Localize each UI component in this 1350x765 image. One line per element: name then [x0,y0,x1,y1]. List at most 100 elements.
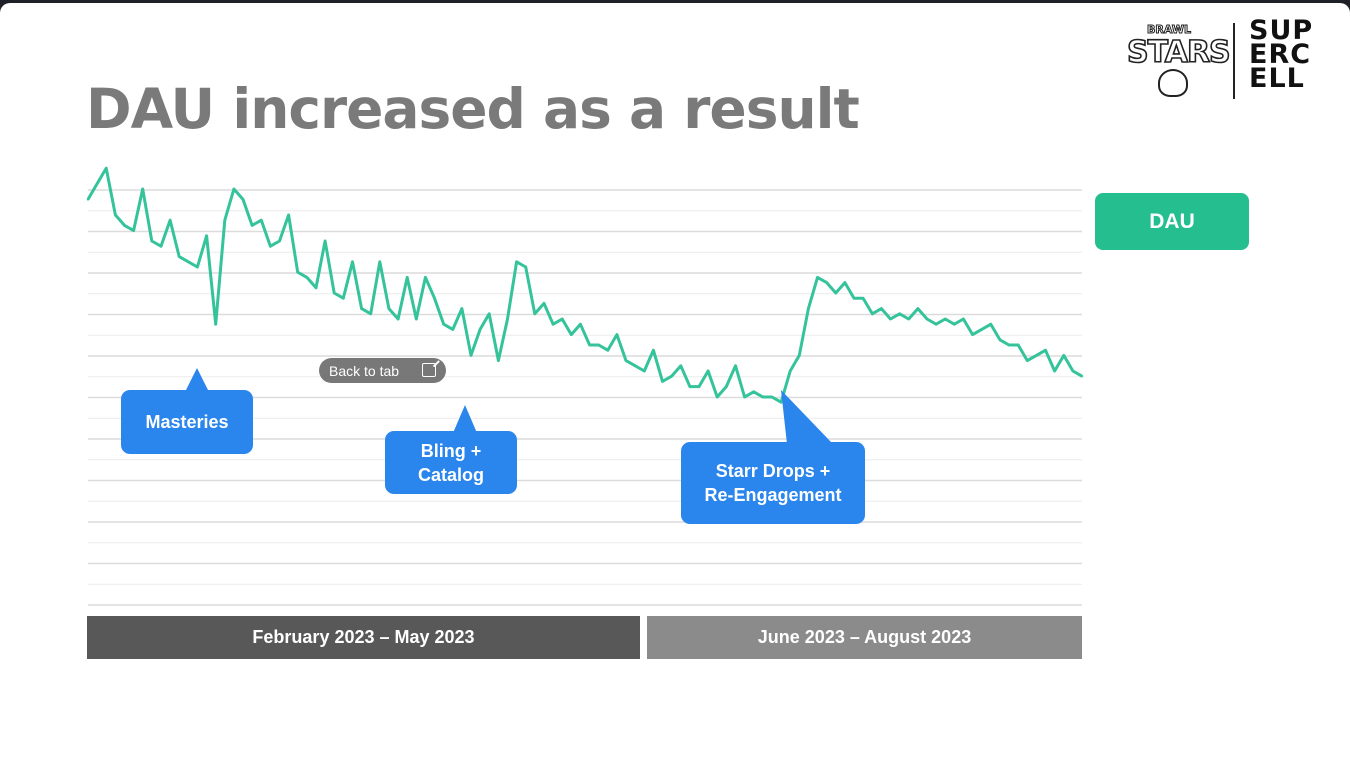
dau-point [351,260,354,263]
dau-point [451,328,454,331]
dau-point [579,323,582,326]
dau-point [816,276,819,279]
skull-icon [1158,69,1188,97]
dau-point [871,312,874,315]
dau-point [1071,369,1075,373]
supercell-logo: SUP ERC ELL [1249,17,1345,94]
logo-divider [1233,23,1235,99]
dau-point [141,187,144,191]
dau-point [287,213,290,217]
dau-point [752,390,755,393]
dau-point [807,307,810,310]
dau-point [606,349,609,352]
dau-point [834,291,837,295]
dau-point [387,307,391,310]
dau-point [1035,354,1038,357]
brawl-stars-logo-top: BRAWL [1146,23,1192,37]
legend-dau: DAU [1095,193,1249,250]
dau-point [770,395,774,399]
external-link-icon [422,363,436,377]
supercell-logo-line: ERC [1249,39,1312,70]
dau-point [944,317,947,321]
dau-point [880,307,883,310]
dau-point [661,380,664,383]
callout-starr-drops: Starr Drops + Re-Engagement [681,390,865,524]
dau-point [688,385,692,388]
supercell-logo-line: ELL [1249,63,1305,94]
callout-label: Masteries [145,412,229,432]
dau-point [980,328,983,331]
period-label-feb-may: February 2023 – May 2023 [87,616,640,659]
dau-point [716,395,719,399]
dau-point [278,239,281,243]
dau-point [269,245,272,248]
dau-point [105,167,108,170]
dau-point [342,297,345,300]
dau-point [187,260,190,263]
dau-point [95,182,99,185]
dau-point [405,276,409,279]
dau-point [633,364,637,367]
dau-point [916,307,920,310]
dau-point [1080,375,1084,378]
slide-title: DAU increased as a result [86,77,860,141]
dau-point [962,317,965,321]
callout-masteries: Masteries [121,368,253,454]
dau-point [1044,349,1047,352]
dau-point [460,307,464,310]
dau-point [788,369,792,373]
dau-point [1007,343,1011,347]
callout-pointer [453,405,477,433]
callout-bling-catalog: Bling + Catalog [385,405,517,494]
dau-point [442,323,445,326]
dau-point [433,297,436,300]
dau-point [861,297,865,300]
dau-point [734,364,737,367]
dau-point [515,260,518,263]
dau-point [643,369,646,373]
dau-point [998,338,1002,341]
back-to-tab-button[interactable]: Back to tab [319,358,446,383]
dau-point [524,265,527,269]
dau-point [889,317,892,321]
dau-point [779,401,783,404]
dau-point [615,333,619,336]
dau-point [214,323,217,326]
dau-point [825,281,828,284]
dau-point [898,312,901,315]
dau-point [260,219,263,222]
period-label-jun-aug: June 2023 – August 2023 [647,616,1082,659]
dau-point [369,312,372,315]
dau-point [114,213,117,217]
dau-point [488,312,491,315]
dau-point [542,302,546,305]
dau-point [360,307,363,310]
dau-point [652,349,655,352]
dau-point [934,323,938,326]
dau-point [971,333,974,336]
dau-point [241,198,245,201]
dau-point [323,239,327,243]
dau-point [506,317,509,321]
dau-point [570,333,573,336]
dau-point [305,276,309,279]
dau-point [670,375,673,378]
dau-point [1053,369,1056,373]
dau-point [925,317,929,321]
dau-point [177,255,181,258]
dau-point [378,260,382,263]
dau-point [250,224,254,227]
dau-point [232,187,236,191]
dau-point [953,323,956,326]
dau-point [798,354,801,357]
dau-point [725,385,728,388]
dau-point [852,297,856,300]
dau-point [697,385,701,388]
dau-point [561,317,564,321]
dau-point [907,317,910,321]
dau-point [396,317,400,321]
callout-pointer [185,368,209,392]
brawl-stars-logo-main: STARS [1126,34,1231,71]
dau-point [679,364,682,367]
